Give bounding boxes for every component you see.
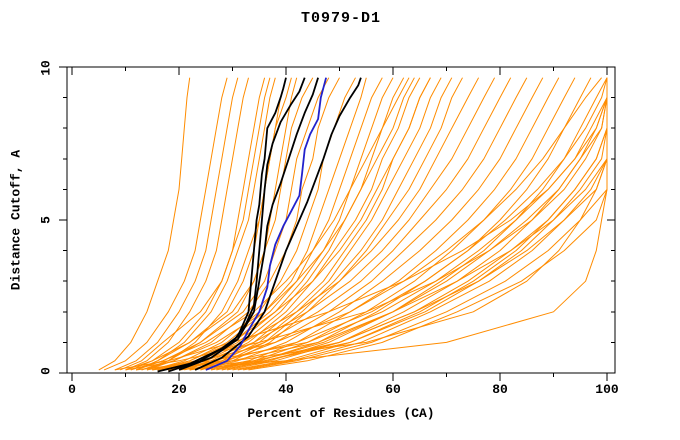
- model-curve-black-3: [178, 77, 319, 371]
- model-curve-orange-22: [152, 77, 431, 371]
- model-curve-orange-19: [189, 77, 442, 371]
- model-curve-orange-41: [146, 77, 602, 371]
- x-axis-label: Percent of Residues (CA): [247, 406, 435, 421]
- model-curve-orange-03: [114, 77, 239, 371]
- model-curves: [98, 77, 608, 373]
- model-curve-orange-23: [130, 77, 405, 371]
- y-tick-label-0: 0: [38, 367, 54, 375]
- y-tick-label-5: 5: [38, 216, 54, 224]
- model-curve-orange-08: [120, 77, 271, 371]
- model-curve-orange-48: [114, 77, 608, 371]
- model-curve-orange-07: [141, 77, 287, 371]
- model-curve-orange-27: [178, 77, 512, 371]
- model-curve-orange-10: [136, 77, 330, 371]
- model-curve-orange-30: [205, 77, 560, 371]
- model-curve-orange-32: [216, 77, 592, 371]
- model-curve-orange-35: [232, 77, 608, 371]
- model-curve-orange-20: [194, 77, 453, 371]
- model-curve-orange-52: [136, 77, 292, 371]
- model-curve-orange-06: [136, 77, 276, 371]
- model-curve-orange-05: [130, 77, 266, 371]
- model-curve-black-2: [168, 77, 306, 373]
- model-curve-orange-15: [168, 77, 394, 371]
- model-curve-orange-02: [103, 77, 228, 371]
- x-tick-label-80: 80: [492, 382, 508, 397]
- x-tick-label-20: 20: [171, 382, 187, 397]
- model-curve-orange-50: [152, 77, 608, 371]
- model-curve-orange-33: [221, 77, 608, 371]
- model-curve-orange-47: [125, 77, 608, 371]
- model-curve-orange-04: [125, 77, 249, 371]
- model-curve-orange-01: [98, 77, 191, 371]
- model-curve-orange-11: [146, 77, 340, 371]
- x-tick-label-100: 100: [595, 382, 619, 397]
- model-curve-blue-1: [205, 77, 327, 371]
- model-curve-orange-31: [210, 77, 576, 371]
- model-curve-orange-42: [157, 77, 608, 371]
- model-curve-orange-28: [189, 77, 528, 371]
- model-curve-orange-25: [157, 77, 480, 371]
- x-tick-label-60: 60: [385, 382, 401, 397]
- model-curve-black-1: [157, 77, 287, 373]
- y-tick-label-10: 10: [38, 60, 54, 76]
- model-curve-orange-21: [141, 77, 415, 371]
- x-tick-label-0: 0: [68, 382, 76, 397]
- model-curve-black-4: [194, 77, 362, 371]
- model-curve-orange-17: [178, 77, 421, 371]
- x-tick-label-40: 40: [278, 382, 294, 397]
- model-curve-orange-51: [146, 77, 298, 371]
- chart-title: T0979-D1: [300, 10, 382, 27]
- model-curve-orange-45: [136, 77, 608, 371]
- y-axis-label: Distance Cutoff, A: [8, 149, 24, 291]
- model-curve-orange-29: [200, 77, 544, 371]
